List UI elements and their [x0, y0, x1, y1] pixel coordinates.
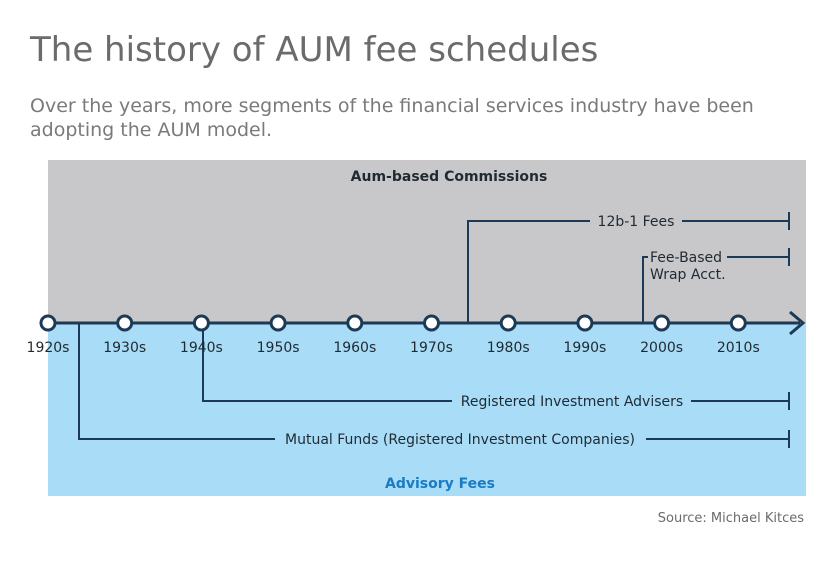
decade-marker-1970s [423, 314, 440, 332]
decade-marker-1920s [39, 314, 57, 332]
decade-label-1930s: 1930s [103, 340, 146, 356]
decade-label-1950s: 1950s [257, 340, 300, 356]
decade-marker-2010s [729, 314, 747, 332]
decade-label-1940s: 1940s [180, 340, 223, 356]
page-subtitle: Over the years, more segments of the fin… [30, 95, 754, 141]
decade-label-2000s: 2000s [640, 340, 683, 356]
line-mf-left [78, 323, 275, 440]
decade-marker-1940s [192, 314, 210, 332]
decade-label-2010s: 2010s [717, 340, 760, 356]
decade-marker-2000s [653, 314, 671, 332]
line-12b1-left [467, 220, 590, 323]
label-fee-based-line2: Wrap Acct. [650, 267, 726, 283]
line-ria-left [202, 323, 452, 402]
decade-label-1980s: 1980s [487, 340, 530, 356]
aum-commissions-label: Aum-based Commissions [351, 169, 548, 185]
label-ria: Registered Investment Advisers [461, 394, 683, 410]
decade-label-1920s: 1920s [27, 340, 70, 356]
decade-marker-1960s [346, 314, 364, 332]
decade-marker-1950s [269, 314, 287, 332]
advisory-fees-label: Advisory Fees [385, 476, 495, 492]
line-feebased-left [642, 256, 648, 323]
label-mutual-funds: Mutual Funds (Registered Investment Comp… [285, 432, 635, 448]
advisory-fees-zone [48, 323, 806, 496]
label-fee-based-line1: Fee-Based [650, 250, 722, 266]
decade-marker-1990s [576, 314, 594, 332]
decade-label-1960s: 1960s [333, 340, 376, 356]
page-title: The history of AUM fee schedules [30, 30, 599, 70]
decade-label-1970s: 1970s [410, 340, 453, 356]
source-credit: Source: Michael Kitces [657, 511, 804, 526]
label-12b1-fees: 12b-1 Fees [598, 214, 675, 230]
decade-marker-1980s [499, 314, 517, 332]
timeline-arrow-head [789, 310, 806, 336]
decade-markers: 1920s 1930s 1940s 1950s 1960s 1970s 1980s 1990s… [27, 314, 760, 356]
decade-marker-1930s [116, 314, 134, 332]
aum-commissions-zone [48, 160, 806, 323]
decade-label-1990s: 1990s [563, 340, 606, 356]
